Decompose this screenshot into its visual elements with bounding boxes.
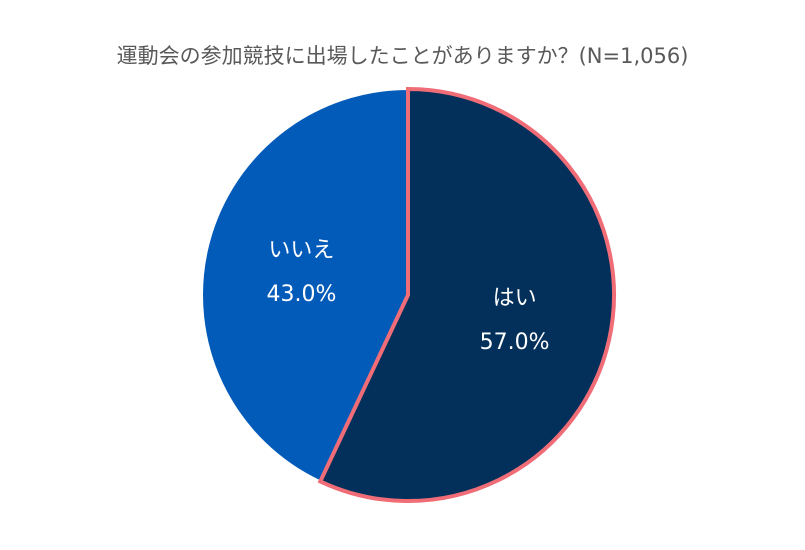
- slice-percent-iie: 43.0%: [266, 282, 336, 307]
- slice-label-iie: いいえ: [268, 238, 334, 263]
- slice-percent-hai: 57.0%: [480, 330, 550, 355]
- pie-slice-hai: [317, 86, 616, 503]
- chart-title: 運動会の参加競技に出場したことがありますか？(N=1,056): [116, 44, 689, 68]
- slice-label-hai: はい: [493, 286, 537, 311]
- pie-slice-iie: [201, 87, 409, 483]
